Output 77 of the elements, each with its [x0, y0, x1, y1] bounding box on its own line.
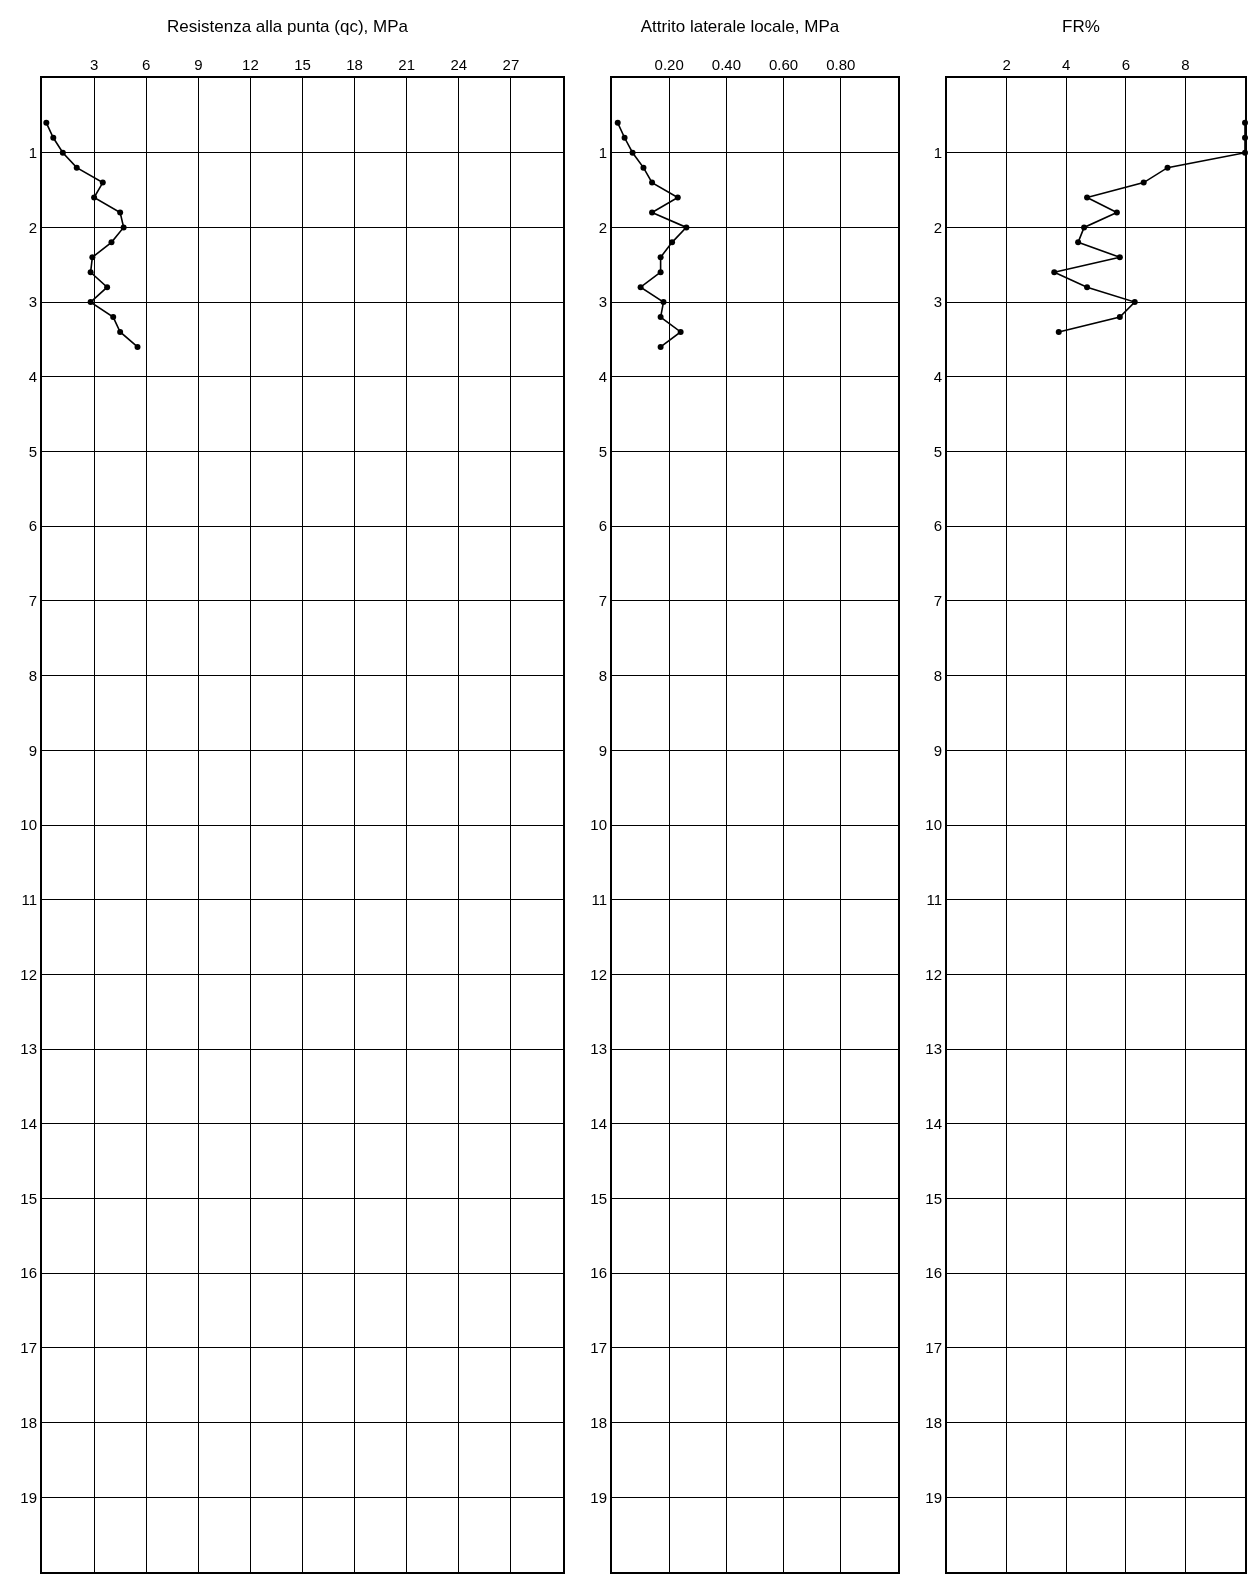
y-tick-label: 11: [21, 890, 37, 908]
y-tick-label: 4: [598, 368, 607, 386]
x-tick-label: 0.20: [654, 56, 684, 73]
y-tick-label: 7: [28, 592, 37, 610]
y-tick-label: 3: [933, 293, 942, 311]
chart-title: Attrito laterale locale, MPa: [640, 17, 840, 37]
y-tick-label: 5: [28, 442, 37, 460]
x-tick-label: 21: [398, 56, 416, 73]
y-tick-label: 18: [20, 1413, 37, 1431]
y-tick-label: 15: [590, 1189, 607, 1207]
y-tick-label: 11: [591, 890, 607, 908]
y-tick-label: 13: [590, 1040, 607, 1058]
y-tick-label: 15: [925, 1189, 942, 1207]
y-tick-label: 9: [598, 741, 607, 759]
x-tick-label: 15: [294, 56, 311, 73]
x-tick-label: 6: [1121, 56, 1130, 73]
y-tick-label: 16: [20, 1264, 37, 1282]
y-tick-label: 13: [20, 1040, 37, 1058]
y-tick-label: 19: [925, 1488, 942, 1506]
y-tick-label: 14: [20, 1115, 37, 1133]
y-tick-label: 10: [20, 816, 37, 834]
y-tick-label: 2: [598, 218, 607, 236]
y-tick-label: 2: [933, 218, 942, 236]
y-tick-label: 14: [925, 1115, 942, 1133]
y-tick-label: 8: [933, 666, 942, 684]
y-tick-label: 1: [28, 143, 37, 161]
y-tick-label: 11: [926, 890, 942, 908]
y-tick-label: 2: [28, 218, 37, 236]
y-tick-label: 13: [925, 1040, 942, 1058]
y-tick-label: 5: [598, 442, 607, 460]
chart-title: FR%: [1062, 17, 1100, 37]
y-tick-label: 6: [28, 517, 37, 535]
y-tick-label: 6: [933, 517, 942, 535]
x-tick-label: 9: [194, 56, 203, 73]
y-tick-label: 3: [598, 293, 607, 311]
y-tick-label: 12: [20, 965, 37, 983]
x-tick-label: 27: [502, 56, 520, 73]
y-tick-label: 16: [590, 1264, 607, 1282]
y-tick-label: 12: [590, 965, 607, 983]
y-tick-label: 16: [925, 1264, 942, 1282]
y-tick-label: 14: [590, 1115, 607, 1133]
x-tick-label: 18: [346, 56, 363, 73]
y-tick-label: 7: [598, 592, 607, 610]
x-tick-label: 8: [1181, 56, 1190, 73]
x-tick-label: 12: [242, 56, 259, 73]
x-tick-label: 24: [450, 56, 468, 73]
y-tick-label: 15: [20, 1189, 37, 1207]
y-tick-label: 5: [933, 442, 942, 460]
y-tick-label: 17: [590, 1339, 607, 1357]
x-tick-label: 0.80: [826, 56, 856, 73]
y-tick-label: 8: [598, 666, 607, 684]
y-tick-label: 17: [20, 1339, 37, 1357]
y-tick-label: 19: [20, 1488, 37, 1506]
x-tick-label: 0.60: [769, 56, 799, 73]
y-tick-label: 4: [28, 368, 37, 386]
y-tick-label: 1: [933, 143, 942, 161]
y-tick-label: 10: [925, 816, 942, 834]
y-tick-label: 4: [933, 368, 942, 386]
y-tick-label: 12: [925, 965, 942, 983]
y-tick-label: 8: [28, 666, 37, 684]
y-tick-label: 18: [590, 1413, 607, 1431]
y-tick-label: 9: [933, 741, 942, 759]
y-tick-label: 3: [28, 293, 37, 311]
chart-title: Resistenza alla punta (qc), MPa: [167, 17, 409, 37]
y-tick-label: 1: [598, 143, 607, 161]
y-tick-label: 18: [925, 1413, 942, 1431]
y-tick-label: 7: [933, 592, 942, 610]
x-tick-label: 4: [1062, 56, 1071, 73]
x-tick-label: 0.40: [711, 56, 741, 73]
x-tick-label: 6: [142, 56, 151, 73]
y-tick-label: 10: [590, 816, 607, 834]
x-tick-label: 2: [1002, 56, 1011, 73]
x-tick-label: 3: [89, 56, 99, 73]
y-tick-label: 19: [590, 1488, 607, 1506]
y-tick-label: 9: [28, 741, 37, 759]
y-tick-label: 17: [925, 1339, 942, 1357]
y-tick-label: 6: [598, 517, 607, 535]
